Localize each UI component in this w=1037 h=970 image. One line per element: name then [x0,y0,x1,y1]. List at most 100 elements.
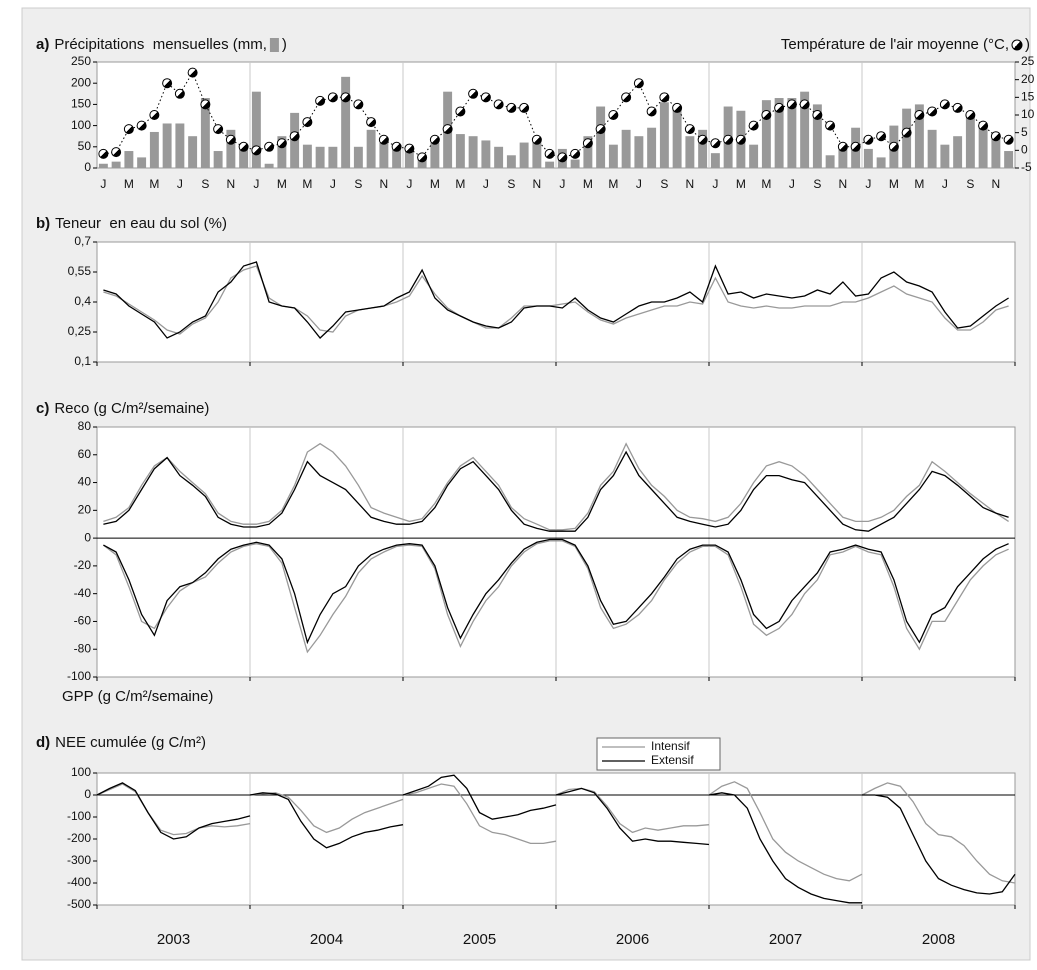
y-tick-label: 5 [1021,125,1028,139]
panel-title: c) Reco (g C/m²/semaine) [36,400,209,417]
precipitation-bar [685,136,695,168]
precipitation-bar [519,142,529,168]
temperature-marker [111,147,122,158]
temperature-marker [340,92,351,103]
x-tick-label: M [430,177,440,191]
temperature-marker [480,92,491,103]
y-tick-label: -60 [74,614,92,628]
precipitation-bar [863,148,873,168]
panel-title: a) Précipitations mensuelles (mm, [36,36,267,53]
y-tick-label: -5 [1021,160,1032,174]
series-line [708,792,862,904]
panel-label: b) [36,215,50,232]
x-tick-label: M [149,177,159,191]
y-tick-label: 0 [84,530,91,544]
temperature-marker [927,106,938,117]
x-tick-label: J [712,177,718,191]
y-tick-label: 80 [78,419,92,433]
x-tick-label: J [865,177,871,191]
temperature-marker [595,124,606,135]
temperature-marker [378,134,389,145]
precipitation-bar [927,129,937,168]
y-tick-label: -200 [67,831,91,845]
temperature-marker [837,141,848,152]
precipitation-bar [914,104,924,168]
x-tick-label: S [507,177,515,191]
temperature-marker [710,138,721,149]
temperature-marker [672,102,683,113]
panel-label: d) [36,734,50,751]
y-tick-label: -400 [67,875,91,889]
temperature-marker [799,99,810,110]
y-tick-label: 250 [71,54,91,68]
x-tick-label: M [608,177,618,191]
y-tick-label: 100 [71,765,91,779]
x-tick-label: N [533,177,542,191]
temperature-marker [276,138,287,149]
precipitation-bar [366,129,376,168]
x-tick-label: M [583,177,593,191]
x-tick-label: N [686,177,695,191]
temperature-marker [952,102,963,113]
x-tick-label: M [455,177,465,191]
temperature-marker [531,134,542,145]
temperature-marker [366,117,377,128]
y-tick-label: 25 [1021,54,1035,68]
precipitation-bar [991,138,1001,168]
precipitation-bar [902,108,912,168]
temperature-marker [302,117,313,128]
temperature-marker [149,110,160,120]
temperature-marker [914,110,925,120]
temperature-marker [455,106,466,117]
x-tick-label: 2004 [310,931,343,948]
temperature-marker [162,78,173,89]
x-tick-label: M [302,177,312,191]
panel-title-text: Reco (g C/m²/semaine) [54,400,209,417]
temperature-marker [621,92,632,103]
x-tick-label: J [789,177,795,191]
temperature-marker [633,78,644,89]
precipitation-bar [302,144,312,168]
series-line [249,792,404,849]
y-tick-label: 10 [1021,107,1035,121]
temperature-marker [353,99,364,110]
y-tick-label: -300 [67,853,91,867]
precipitation-bar [481,140,491,168]
x-tick-label: M [124,177,134,191]
temperature-marker [417,152,428,163]
precipitation-bar [876,157,886,168]
temperature-marker [850,141,861,152]
temperature-marker [264,141,275,152]
x-tick-label: J [330,177,336,191]
precipitation-bar [672,108,682,168]
x-tick-label: J [406,177,412,191]
y-tick-label: 50 [78,139,92,153]
x-tick-label: S [354,177,362,191]
series-line [96,783,251,836]
temperature-marker [812,110,823,120]
x-tick-label: M [889,177,899,191]
temperature-marker [442,124,453,135]
panel-title-end: ) [282,36,287,53]
precipitation-bar [175,123,185,168]
panel-title-text: Précipitations mensuelles (mm, [54,36,267,53]
series-line [103,540,1009,654]
precipitation-bar [277,136,287,168]
precipitation-bar [812,104,822,168]
precipitation-bar [137,157,147,168]
x-tick-label: J [483,177,489,191]
precipitation-bar [978,127,988,168]
temperature-marker [213,124,224,135]
precipitation-bar [698,129,708,168]
temperature-marker [748,120,759,131]
x-tick-label: N [380,177,389,191]
x-tick-label: J [253,177,259,191]
precipitation-bar [188,136,198,168]
temperature-marker [684,124,695,135]
series-line [96,782,251,840]
y-tick-label: 0,1 [74,354,91,368]
precipitation-bar [749,144,759,168]
precipitation-bar [570,159,580,168]
panel-title: b) Teneur en eau du sol (%) [36,215,227,232]
